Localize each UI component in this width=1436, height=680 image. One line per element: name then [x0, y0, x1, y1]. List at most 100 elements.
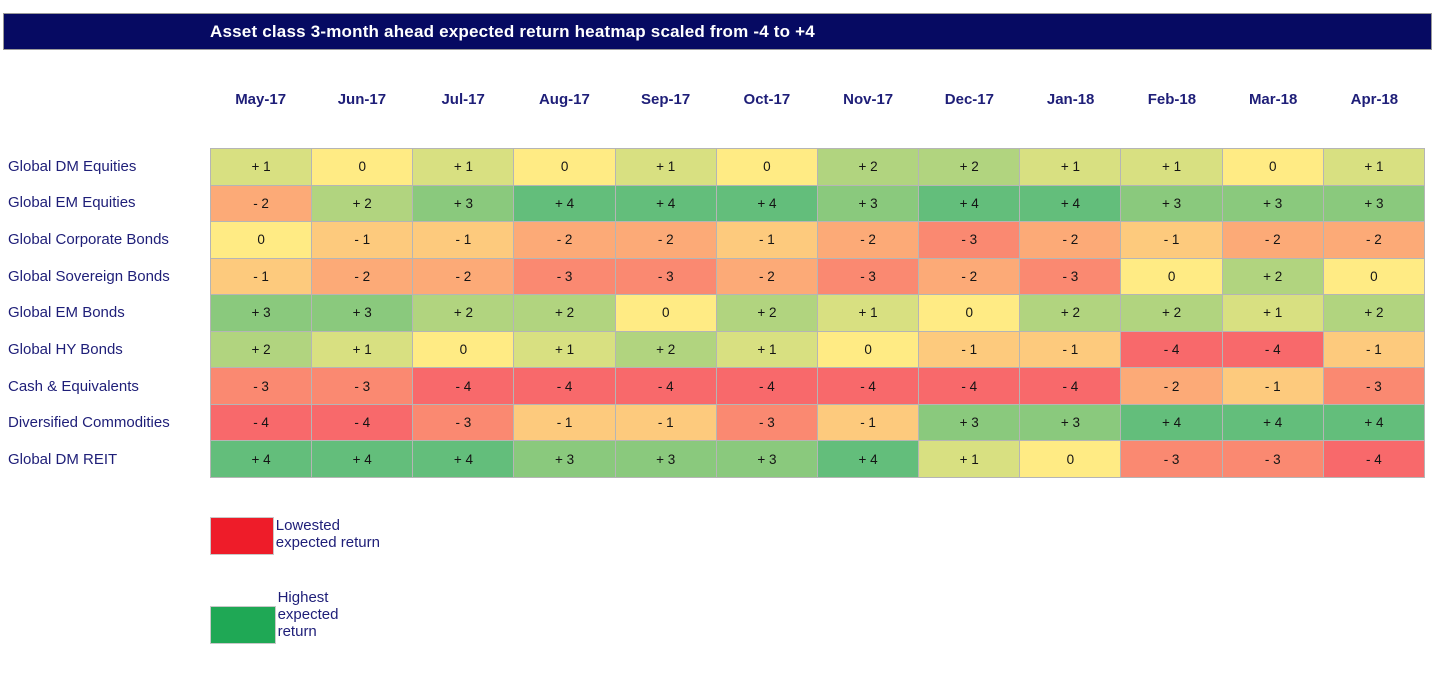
heatmap-cell: - 2	[1020, 222, 1121, 258]
title-bar: Asset class 3-month ahead expected retur…	[3, 13, 1432, 50]
heatmap-cell: + 1	[716, 331, 817, 368]
heatmap-cell: + 4	[211, 441, 312, 477]
heatmap-cell: + 2	[919, 149, 1020, 185]
heatmap-cell: - 3	[1121, 441, 1222, 477]
row-label: Global DM REIT	[8, 451, 118, 469]
row-label: Global EM Equities	[8, 194, 136, 212]
heatmap-cell: + 2	[413, 295, 514, 331]
heatmap-cell: - 1	[1020, 331, 1121, 368]
heatmap-cell: - 4	[1020, 368, 1121, 404]
legend-label-highest: Highest expected return	[277, 589, 339, 640]
heatmap-cell: + 2	[817, 149, 919, 185]
column-header-mar-18: Mar-18	[1248, 90, 1298, 108]
heatmap-cell: + 2	[615, 331, 716, 368]
heatmap-cell: - 1	[716, 222, 817, 258]
heatmap-cell: + 3	[615, 441, 716, 477]
column-header-row: May-17 Jun-17 Jul-17 Aug-17 Sep-17 Oct-17 Nov-…	[210, 86, 1425, 112]
legend-item-highest: Highest expected return	[210, 589, 377, 644]
heatmap-cell: + 3	[1222, 185, 1323, 222]
heatmap-grid: + 1 0 + 1 0 + 1 0 + 2 + 2 + 1 + 1 0 + 1- 2 + 2 + 3 + 4…	[210, 148, 1425, 478]
heatmap-cell: - 4	[413, 368, 514, 404]
heatmap-cell: 0	[716, 149, 817, 185]
heatmap-cell: - 3	[817, 258, 919, 295]
heatmap-cell: - 4	[615, 368, 716, 404]
heatmap-cell: - 1	[514, 404, 615, 441]
heatmap-cell: + 1	[514, 331, 615, 368]
row-label: Global Corporate Bonds	[8, 231, 169, 249]
heatmap-cell: - 4	[1121, 331, 1222, 368]
column-header-aug-17: Aug-17	[538, 90, 590, 108]
heatmap-cell: 0	[615, 295, 716, 331]
heatmap-cell: 0	[1121, 258, 1222, 295]
heatmap-cell: + 3	[817, 185, 919, 222]
heatmap-cell: 0	[1323, 258, 1424, 295]
column-header-jun-17: Jun-17	[337, 90, 387, 108]
column-header-jul-17: Jul-17	[441, 90, 485, 108]
heatmap-cell: - 4	[817, 368, 919, 404]
heatmap-cell: 0	[413, 331, 514, 368]
heatmap-cell: - 2	[1222, 222, 1323, 258]
heatmap-cell: - 4	[919, 368, 1020, 404]
heatmap-cell: 0	[1020, 441, 1121, 477]
heatmap-cell: - 4	[1323, 441, 1424, 477]
column-header-feb-18: Feb-18	[1147, 90, 1197, 108]
column-header-apr-18: Apr-18	[1350, 90, 1399, 108]
column-header-jan-18: Jan-18	[1046, 90, 1095, 108]
heatmap-cell: + 4	[919, 185, 1020, 222]
heatmap-cell: - 3	[919, 222, 1020, 258]
heatmap-cell: 0	[1222, 149, 1323, 185]
heatmap-cell: + 2	[211, 331, 312, 368]
heatmap-cell: + 2	[1121, 295, 1222, 331]
column-header-sep-17: Sep-17	[641, 90, 691, 108]
heatmap-cell: + 3	[514, 441, 615, 477]
row-label-column: Global DM Equities Global EM Equities Glob…	[8, 148, 204, 478]
heatmap-cell: - 2	[514, 222, 615, 258]
heatmap-cell: - 3	[1020, 258, 1121, 295]
heatmap-cell: + 4	[514, 185, 615, 222]
heatmap-cell: - 4	[514, 368, 615, 404]
heatmap-cell: - 1	[1222, 368, 1323, 404]
heatmap-cell: + 4	[615, 185, 716, 222]
legend-swatch-lowest	[210, 517, 274, 555]
row-label: Cash & Equivalents	[8, 377, 139, 395]
heatmap-cell: + 4	[1121, 404, 1222, 441]
heatmap-cell: + 2	[1323, 295, 1424, 331]
heatmap-cell: - 1	[615, 404, 716, 441]
heatmap-cell: + 3	[1121, 185, 1222, 222]
heatmap-cell: - 2	[1323, 222, 1424, 258]
heatmap-cell: + 3	[716, 441, 817, 477]
heatmap-cell: - 1	[413, 222, 514, 258]
heatmap-cell: - 4	[716, 368, 817, 404]
heatmap-cell: - 4	[312, 404, 413, 441]
heatmap-cell: - 3	[1222, 441, 1323, 477]
legend-label-lowest: Lowested expected return	[275, 517, 380, 551]
heatmap-cell: 0	[211, 222, 312, 258]
heatmap-cell: - 1	[1323, 331, 1424, 368]
heatmap-cell: - 3	[211, 368, 312, 404]
heatmap-cell: + 4	[1020, 185, 1121, 222]
heatmap-cell: + 3	[413, 185, 514, 222]
legend-swatch-highest	[210, 606, 276, 644]
heatmap-cell: + 1	[1121, 149, 1222, 185]
heatmap-cell: - 3	[413, 404, 514, 441]
column-header-oct-17: Oct-17	[743, 90, 791, 108]
row-label: Diversified Commodities	[8, 414, 170, 432]
column-header-may-17: May-17	[235, 90, 287, 108]
heatmap-cell: - 1	[1121, 222, 1222, 258]
legend-item-lowest: Lowested expected return	[210, 517, 380, 555]
heatmap-cell: + 1	[919, 441, 1020, 477]
row-label: Global Sovereign Bonds	[8, 267, 170, 285]
heatmap-cell: - 2	[413, 258, 514, 295]
heatmap-cell: - 1	[312, 222, 413, 258]
column-header-dec-17: Dec-17	[944, 90, 994, 108]
heatmap-cell: + 1	[1222, 295, 1323, 331]
heatmap-cell: - 3	[312, 368, 413, 404]
heatmap-cell: + 3	[919, 404, 1020, 441]
heatmap-cell: - 2	[211, 185, 312, 222]
heatmap-cell: - 2	[312, 258, 413, 295]
heatmap-cell: - 3	[514, 258, 615, 295]
heatmap-cell: - 2	[817, 222, 919, 258]
heatmap-cell: + 2	[1222, 258, 1323, 295]
heatmap-cell: + 2	[514, 295, 615, 331]
heatmap-cell: - 1	[211, 258, 312, 295]
